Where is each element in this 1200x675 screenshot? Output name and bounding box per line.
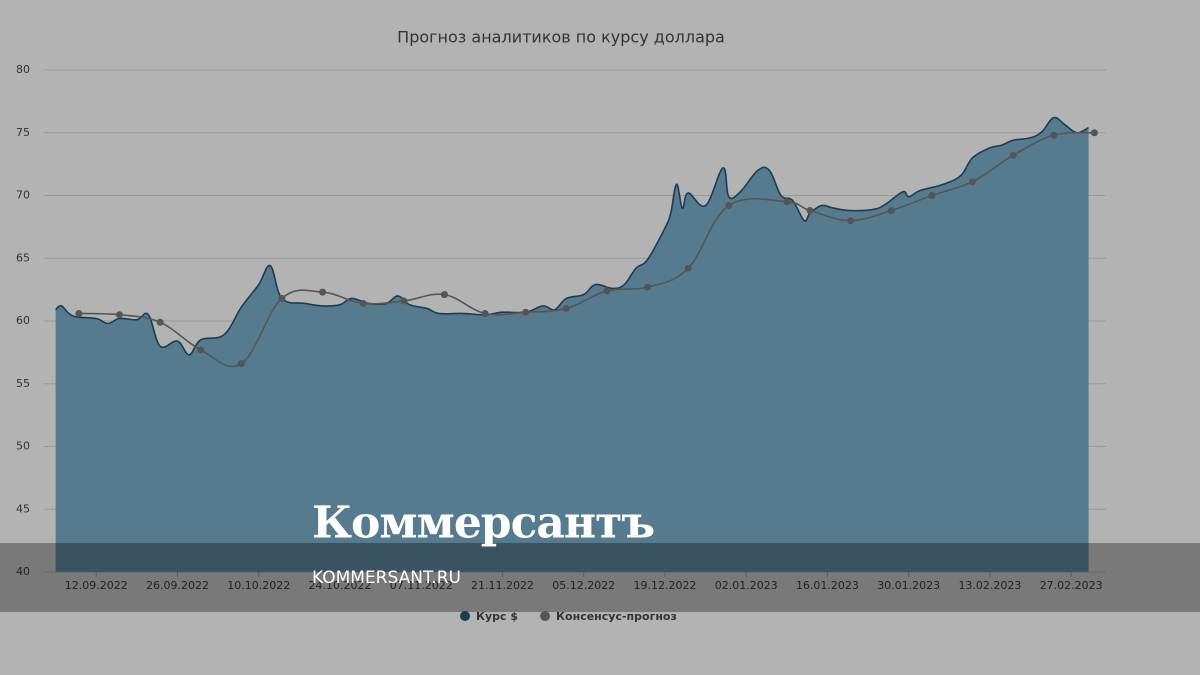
- y-tick-label: 50: [16, 440, 30, 453]
- point: [115, 311, 123, 319]
- x-tick-label: 16.01.2023: [796, 579, 859, 592]
- x-tick-label: 13.02.2023: [958, 579, 1021, 592]
- point: [156, 318, 164, 326]
- legend-marker: [540, 611, 551, 621]
- x-tick-label: 10.10.2022: [227, 579, 290, 592]
- point: [400, 297, 408, 305]
- point: [440, 291, 448, 299]
- point: [644, 283, 652, 291]
- point: [237, 360, 245, 368]
- point: [928, 192, 936, 199]
- point: [522, 308, 530, 316]
- y-tick-label: 65: [16, 251, 30, 264]
- point: [1050, 131, 1058, 139]
- x-tick-label: 19.12.2022: [633, 579, 696, 592]
- point: [1009, 151, 1017, 159]
- x-tick-label: 30.01.2023: [877, 579, 940, 592]
- point: [969, 178, 977, 186]
- legend-label: Курс $: [476, 610, 518, 623]
- point: [783, 198, 791, 206]
- watermark-band: [0, 543, 1200, 612]
- area-line: [55, 116, 1089, 356]
- watermark-url: KOMMERSANT.RU: [312, 568, 461, 588]
- y-tick-label: 55: [16, 377, 30, 390]
- point: [75, 309, 83, 317]
- line: [78, 131, 1095, 368]
- x-tick-label: 21.11.2022: [471, 579, 534, 592]
- x-tick-label: 26.09.2022: [146, 579, 209, 592]
- watermark-logo: Коммерсантъ: [312, 498, 654, 549]
- x-tick-label: 07.11.2022: [390, 579, 453, 592]
- legend-marker: [460, 611, 470, 621]
- y-tick-label: 40: [16, 565, 30, 578]
- chart-title: Прогноз аналитиков по курсу доллара: [397, 28, 725, 47]
- y-tick-label: 75: [16, 126, 30, 139]
- point: [684, 264, 692, 272]
- y-tick-label: 80: [16, 63, 30, 76]
- x-tick-label: 02.01.2023: [715, 579, 778, 592]
- area-fill: [55, 117, 1089, 572]
- y-tick-label: 70: [16, 189, 30, 202]
- point: [887, 207, 895, 215]
- point: [562, 304, 570, 312]
- x-tick-label: 27.02.2023: [1040, 579, 1103, 592]
- y-tick-label: 45: [16, 502, 30, 515]
- point: [359, 299, 367, 307]
- point: [806, 207, 814, 215]
- point: [847, 217, 855, 225]
- point: [319, 288, 327, 296]
- point: [725, 202, 733, 210]
- point: [197, 346, 205, 354]
- y-tick-label: 60: [16, 314, 30, 327]
- point: [278, 294, 286, 302]
- legend-label: Консенсус-прогноз: [556, 610, 677, 623]
- point: [1090, 129, 1098, 137]
- x-tick-label: 05.12.2022: [552, 579, 615, 592]
- x-tick-label: 12.09.2022: [65, 579, 128, 592]
- point: [481, 309, 489, 317]
- x-tick-label: 24.10.2022: [308, 579, 371, 592]
- point: [603, 287, 611, 295]
